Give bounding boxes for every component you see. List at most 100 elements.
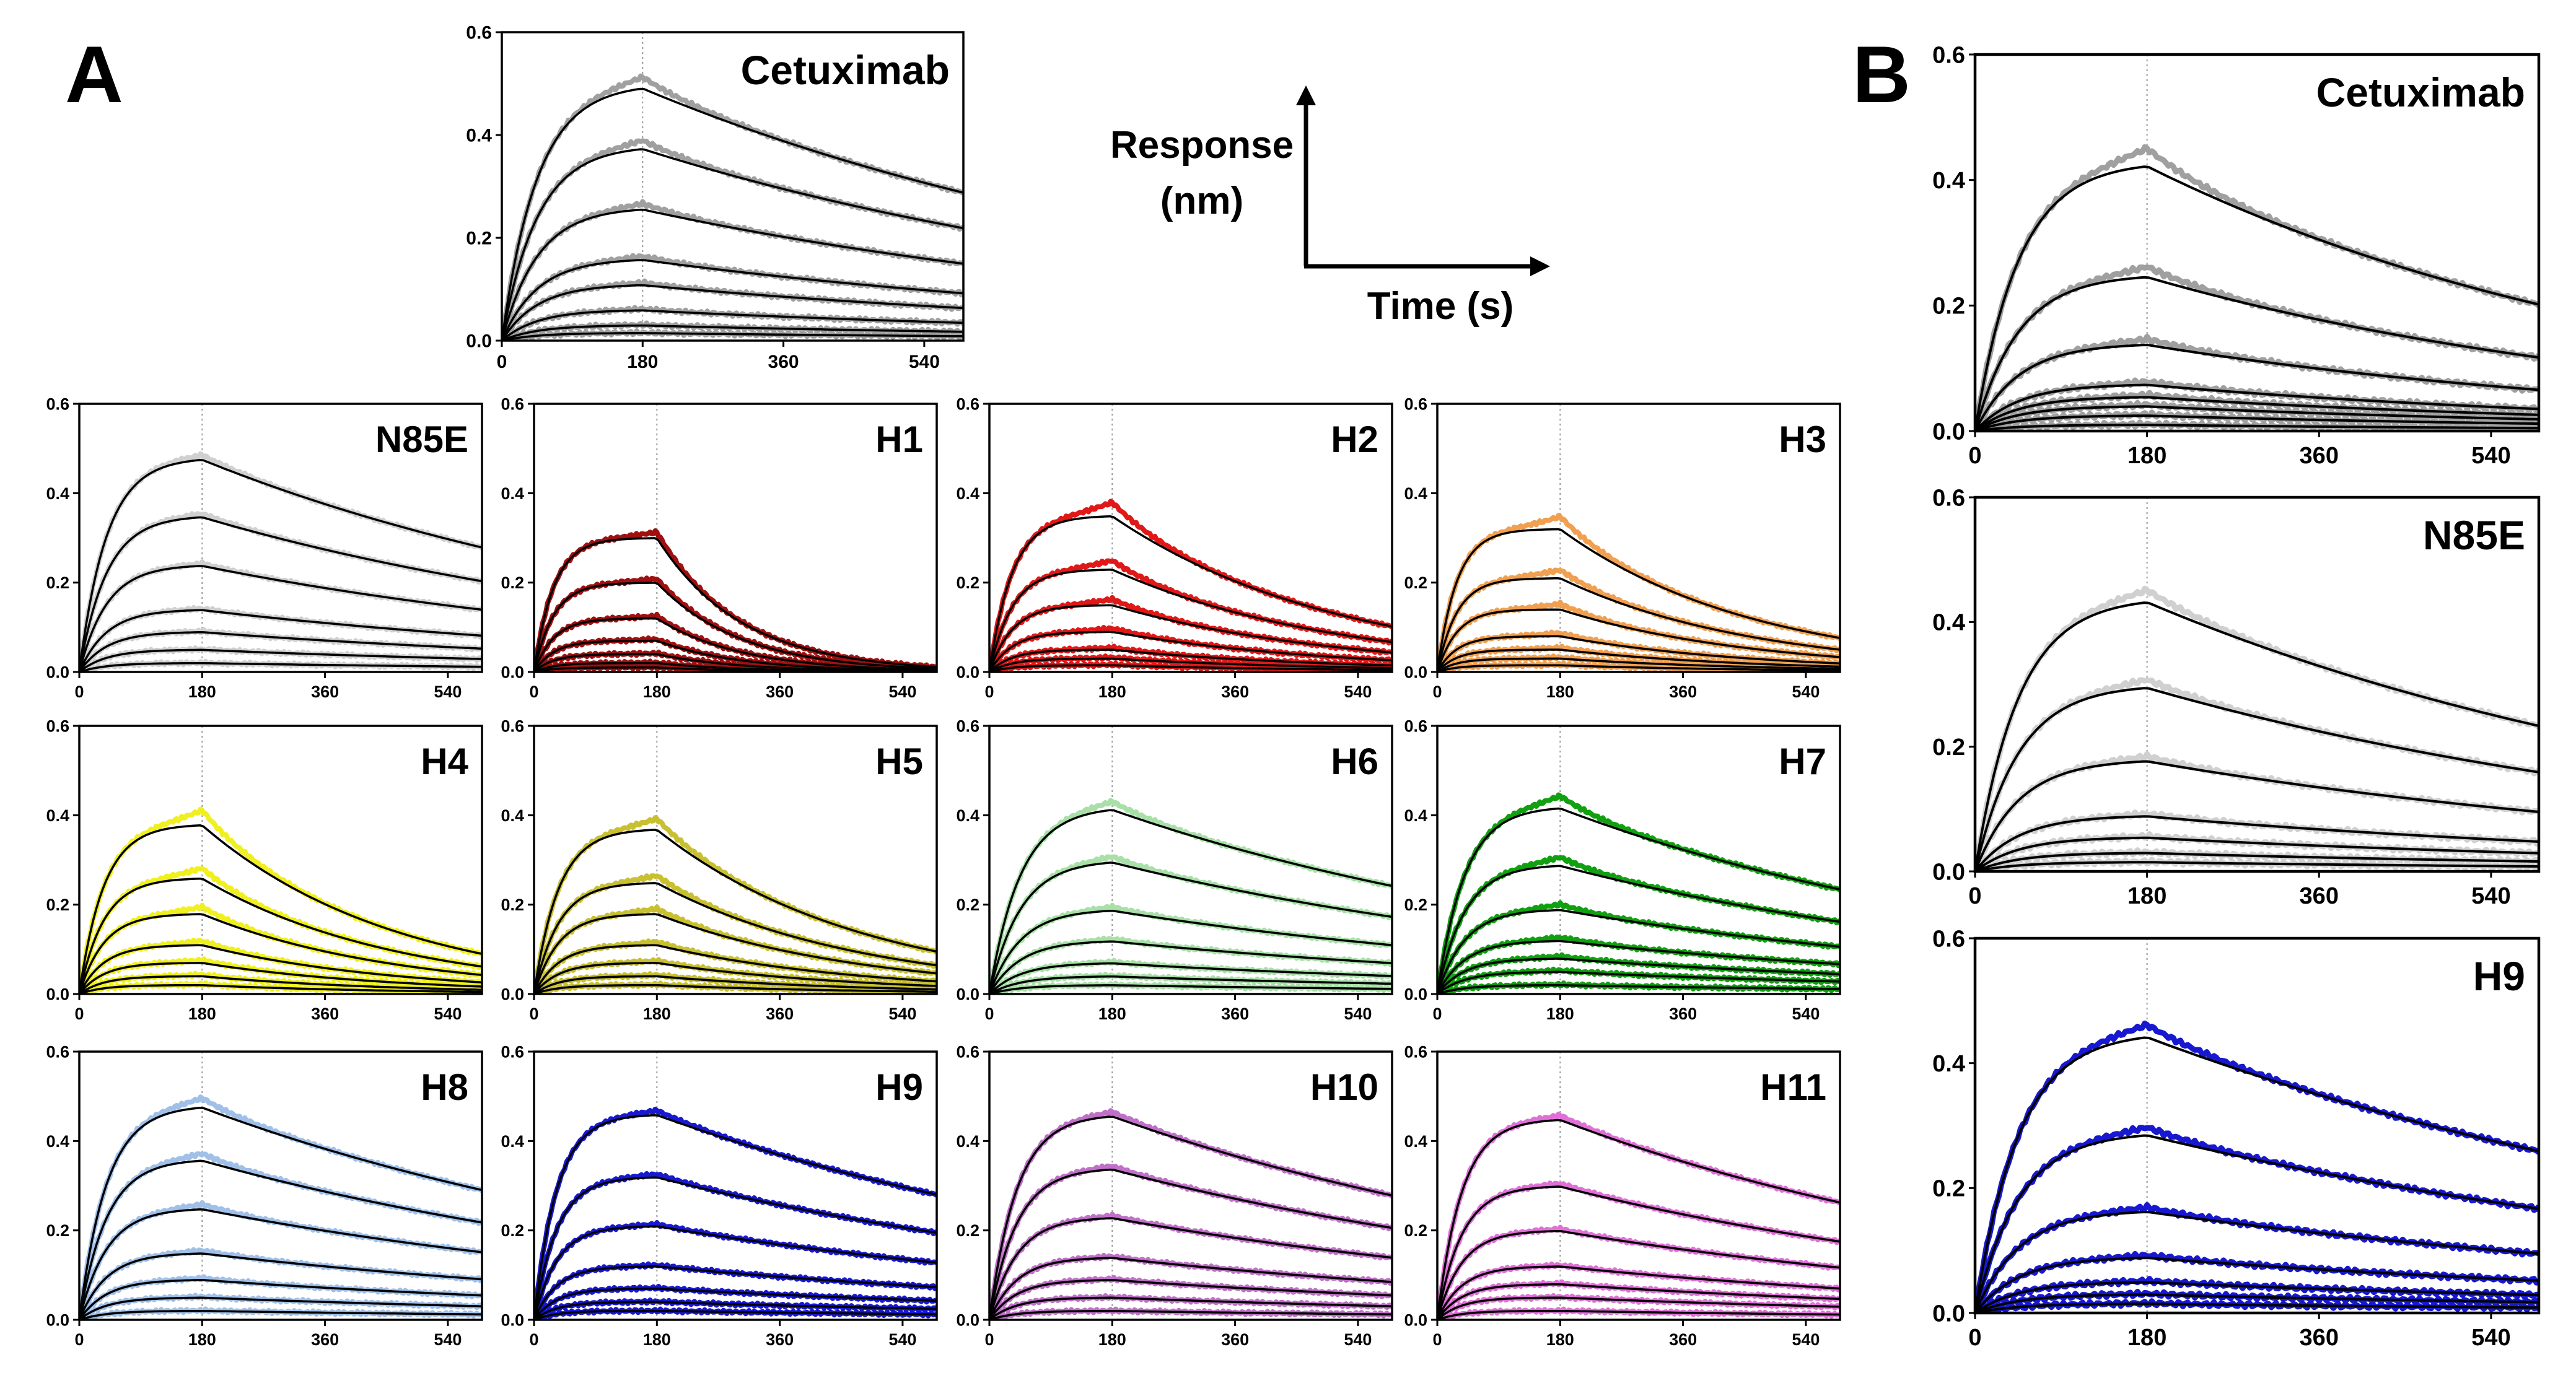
fit-curve-2 <box>79 877 482 994</box>
fit-curve-5 <box>534 962 937 994</box>
chart-title: H10 <box>1310 1066 1378 1108</box>
fit-curve-2 <box>534 882 937 994</box>
chart-title: H2 <box>1331 419 1378 460</box>
y-tick-label: 0.0 <box>1932 859 1965 885</box>
fit-curve-5 <box>1975 836 2539 871</box>
plot-frame <box>988 403 1393 673</box>
y-tick-label: 0.0 <box>46 1310 69 1329</box>
y-tick-label: 0.2 <box>501 896 524 914</box>
fit-curve-7 <box>79 661 482 672</box>
x-tick-label: 540 <box>888 1330 916 1349</box>
plot-frame <box>1436 403 1841 673</box>
x-tick-label: 360 <box>1669 1005 1697 1023</box>
fit-curve-7 <box>1975 1302 2539 1313</box>
y-tick-label: 0.2 <box>46 1221 69 1240</box>
curves <box>502 73 963 341</box>
x-tick-label: 360 <box>1221 682 1249 701</box>
curves <box>1975 585 2539 871</box>
y-tick-label: 0.2 <box>1404 573 1427 592</box>
chart-title: Cetuximab <box>741 47 950 93</box>
fit-curve-5 <box>1975 396 2539 431</box>
fit-curve-7 <box>534 1309 937 1320</box>
y-tick-label: 0.4 <box>466 126 492 146</box>
fit-curve-2 <box>534 582 937 672</box>
fit-curve-1 <box>79 1106 482 1320</box>
x-tick-label: 360 <box>2300 883 2339 909</box>
fit-curve-4 <box>534 944 937 994</box>
x-tick-label: 540 <box>2471 1325 2510 1351</box>
fit-curve-4 <box>1975 1257 2539 1313</box>
plot-frame <box>533 1050 938 1321</box>
curves <box>534 815 937 994</box>
plot-frame <box>78 725 483 995</box>
y-tick-label: 0.2 <box>466 229 492 249</box>
plot-frame <box>1436 725 1841 995</box>
chart-a-h4: 0.0 0.2 0.4 0.6 0 180 360 540 H4 <box>46 717 483 1023</box>
y-tick-label: 0.0 <box>956 1310 979 1329</box>
fit-curve-1 <box>79 824 482 994</box>
y-tick-label: 0.0 <box>1404 663 1427 681</box>
chart-a-h3: 0.0 0.2 0.4 0.6 0 180 360 540 H3 <box>1404 395 1841 701</box>
fit-curve-2 <box>1437 865 1840 994</box>
fit-curve-7 <box>534 983 937 994</box>
fit-curve-4 <box>1437 635 1840 672</box>
chart-a-h9: 0.0 0.2 0.4 0.6 0 180 360 540 H9 <box>501 1042 938 1349</box>
fit-curve-4 <box>1437 1265 1840 1320</box>
x-tick-label: 180 <box>188 1330 216 1349</box>
x-tick-label: 0 <box>984 682 994 701</box>
fit-curve-3 <box>79 565 482 672</box>
x-tick-label: 540 <box>434 1005 462 1023</box>
curves <box>1975 1020 2539 1313</box>
y-tick-label: 0.0 <box>956 663 979 681</box>
x-tick-label: 180 <box>1098 682 1126 701</box>
x-tick-label: 540 <box>434 682 462 701</box>
fit-curve-1 <box>989 515 1392 672</box>
x-tick-label: 180 <box>188 682 216 701</box>
fit-curve-4 <box>1437 940 1840 994</box>
curves <box>1437 792 1840 994</box>
y-tick-label: 0.0 <box>956 985 979 1003</box>
x-tick-label: 0 <box>497 352 507 372</box>
y-tick-label: 0.6 <box>1932 485 1965 511</box>
fit-curve-2 <box>989 569 1392 672</box>
chart-a-h5: 0.0 0.2 0.4 0.6 0 180 360 540 H5 <box>501 717 938 1023</box>
plot-frame <box>501 31 965 342</box>
plot-frame <box>988 1050 1393 1321</box>
chart-title: N85E <box>2423 512 2525 558</box>
fit-curve-6 <box>1975 1293 2539 1313</box>
x-tick-label: 180 <box>188 1005 216 1023</box>
x-tick-label: 180 <box>2127 443 2166 469</box>
y-tick-label: 0.0 <box>1932 1301 1965 1327</box>
fit-curve-3 <box>989 604 1392 672</box>
fit-curve-3 <box>989 1217 1392 1320</box>
fit-curve-5 <box>502 284 963 341</box>
fit-curve-1 <box>1975 165 2539 431</box>
chart-title: H3 <box>1779 419 1826 460</box>
fit-curve-5 <box>989 1279 1392 1320</box>
x-tick-label: 0 <box>984 1005 994 1023</box>
legend-x-label: Time (s) <box>1367 285 1514 328</box>
x-tick-label: 180 <box>1546 1005 1574 1023</box>
fit-curve-5 <box>1975 1281 2539 1313</box>
fit-curve-5 <box>1437 1283 1840 1320</box>
fit-curve-3 <box>1437 909 1840 994</box>
chart-a-cetuximab: 0.0 0.2 0.4 0.6 0 180 360 540 Cetuximab <box>466 23 965 372</box>
y-tick-label: 0.2 <box>1932 1176 1965 1202</box>
legend-y-label-line2: (nm) <box>1160 180 1243 222</box>
y-tick-label: 0.4 <box>46 1132 69 1151</box>
y-tick-label: 0.4 <box>46 484 69 503</box>
legend-y-label-line1: Response <box>1110 124 1294 167</box>
fit-curve-3 <box>1437 1229 1840 1320</box>
x-tick-label: 180 <box>643 1005 671 1023</box>
fit-curve-2 <box>1975 276 2539 431</box>
x-tick-label: 0 <box>984 1330 994 1349</box>
plot-frame <box>1436 1050 1841 1321</box>
fit-curve-4 <box>989 630 1392 672</box>
fit-curve-1 <box>502 87 963 341</box>
y-tick-label: 0.4 <box>1932 1051 1965 1077</box>
y-tick-label: 0.0 <box>1932 419 1965 445</box>
x-tick-label: 360 <box>1221 1005 1249 1023</box>
y-tick-label: 0.2 <box>1404 896 1427 914</box>
fit-curve-7 <box>502 324 963 341</box>
x-tick-label: 360 <box>311 1005 339 1023</box>
